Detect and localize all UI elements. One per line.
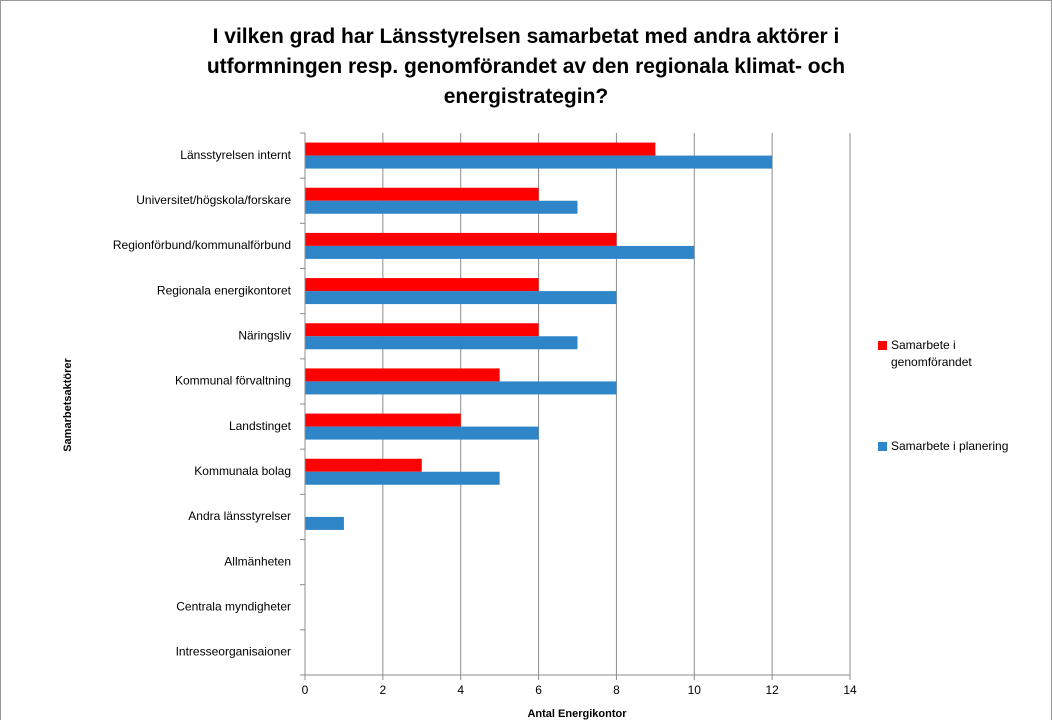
- chart-title: I vilken grad har Länsstyrelsen samarbet…: [206, 25, 846, 108]
- y-tick-label: Regionförbund/kommunalförbund: [113, 238, 291, 252]
- y-tick-label: Kommunala bolag: [194, 464, 291, 478]
- x-tick-label: 14: [843, 683, 857, 697]
- x-tick-label: 8: [613, 683, 620, 697]
- bar: [305, 323, 539, 337]
- legend-label: Samarbete i genomförandet: [891, 338, 972, 369]
- legend-label: Samarbete i planering: [891, 439, 1009, 453]
- bar: [305, 336, 578, 350]
- bar: [305, 381, 617, 395]
- bar: [305, 368, 500, 382]
- x-tick-label: 4: [457, 683, 464, 697]
- bar: [305, 232, 617, 246]
- y-tick-label: Näringsliv: [238, 328, 291, 342]
- bar: [305, 291, 617, 305]
- bar: [305, 426, 539, 440]
- x-tick-label: 6: [535, 683, 542, 697]
- bar: [305, 187, 539, 201]
- bar: [305, 458, 422, 472]
- bar: [305, 278, 539, 292]
- bar: [305, 142, 656, 156]
- legend-swatch: [878, 442, 887, 451]
- legend-item: Samarbete i planering: [878, 438, 1028, 455]
- y-tick-label: Intresseorganisaioner: [176, 645, 291, 659]
- bar: [305, 155, 773, 169]
- y-tick-label: Allmänheten: [224, 554, 291, 568]
- y-tick-label: Centrala myndigheter: [176, 599, 291, 613]
- y-tick-label: Landstinget: [229, 419, 292, 433]
- y-tick-label: Regionala energikontoret: [157, 283, 292, 297]
- bar: [305, 471, 500, 485]
- y-tick-label: Universitet/högskola/forskare: [136, 193, 291, 207]
- x-tick-label: 0: [302, 683, 309, 697]
- y-tick-label: Länsstyrelsen internt: [180, 148, 291, 162]
- x-tick-label: 10: [688, 683, 702, 697]
- x-tick-label: 2: [380, 683, 387, 697]
- x-axis-title: Antal Energikontor: [527, 708, 627, 720]
- y-tick-label: Kommunal förvaltning: [175, 374, 291, 388]
- y-tick-label: Andra länsstyrelser: [188, 509, 291, 523]
- legend-swatch: [878, 341, 887, 350]
- legend-item: Samarbete i genomförandet: [878, 337, 1028, 371]
- bar: [305, 200, 578, 214]
- bar: [305, 245, 695, 259]
- x-tick-label: 12: [765, 683, 779, 697]
- bar: [305, 516, 344, 530]
- y-axis-title: Samarbetsaktörer: [62, 358, 74, 452]
- bar: [305, 413, 461, 427]
